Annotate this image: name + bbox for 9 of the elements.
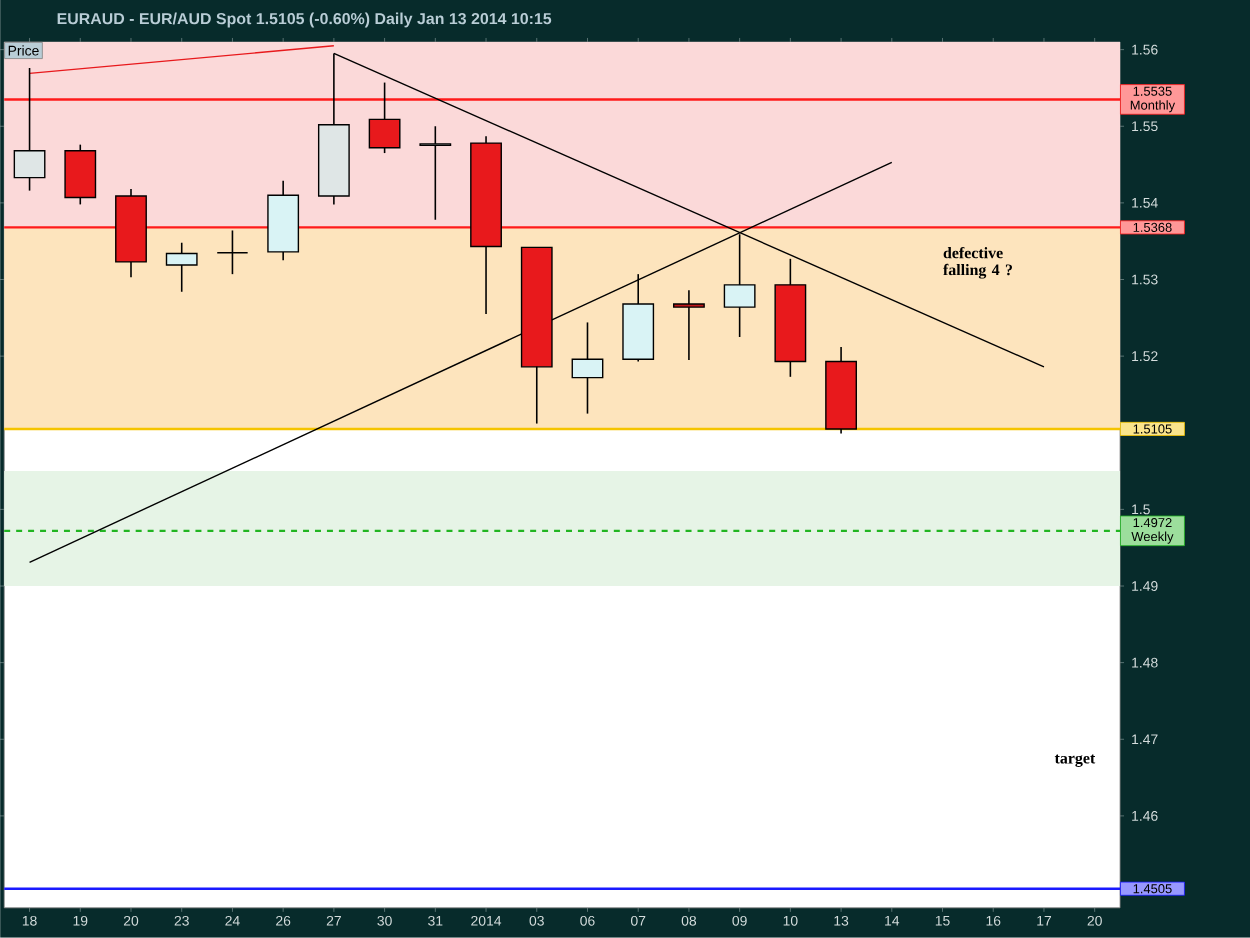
candlestick (673, 289, 705, 361)
candlestick (368, 81, 401, 154)
candlestick (165, 241, 198, 293)
candlestick (216, 229, 249, 276)
candlestick (419, 125, 452, 221)
candlestick (13, 67, 46, 192)
candlestick (723, 233, 756, 338)
candlestick (571, 321, 604, 415)
candlestick (64, 143, 97, 206)
